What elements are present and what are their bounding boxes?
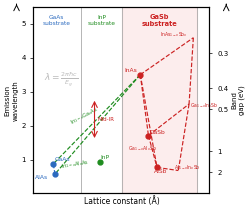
Text: In$_{1-x}$Ga$_x$As: In$_{1-x}$Ga$_x$As [69,105,100,127]
Text: $\lambda = \frac{2\pi\hbar c}{E_g}$: $\lambda = \frac{2\pi\hbar c}{E_g}$ [44,70,78,89]
Text: GaSb
substrate: GaSb substrate [142,14,178,27]
Text: In$_{1-x}$Al$_x$As: In$_{1-x}$Al$_x$As [60,158,90,171]
Text: InP: InP [101,155,110,160]
Text: Mid-IR: Mid-IR [97,117,114,122]
Text: InAs$_{1-x}$Sb$_x$: InAs$_{1-x}$Sb$_x$ [160,30,188,39]
Y-axis label: Band
gap (eV): Band gap (eV) [231,85,245,115]
Text: GaSb: GaSb [150,130,166,135]
Text: GaAs: GaAs [54,157,70,162]
Text: AlAs: AlAs [34,176,48,180]
X-axis label: Lattice constant (Å): Lattice constant (Å) [84,196,159,206]
Text: Ga$_{1-x}$Al$_x$Sb: Ga$_{1-x}$Al$_x$Sb [128,144,157,153]
Text: InAs: InAs [124,68,137,73]
Text: Al$_{1-x}$In$_x$Sb: Al$_{1-x}$In$_x$Sb [174,163,201,172]
Bar [122,7,196,193]
Y-axis label: Emission
wavelength: Emission wavelength [5,80,18,120]
Text: GaAs
substrate: GaAs substrate [42,15,70,26]
Text: InP
substrate: InP substrate [88,15,116,26]
Text: Ga$_{1-x}$In$_x$Sb: Ga$_{1-x}$In$_x$Sb [190,101,218,110]
Text: AlSb: AlSb [154,169,167,174]
